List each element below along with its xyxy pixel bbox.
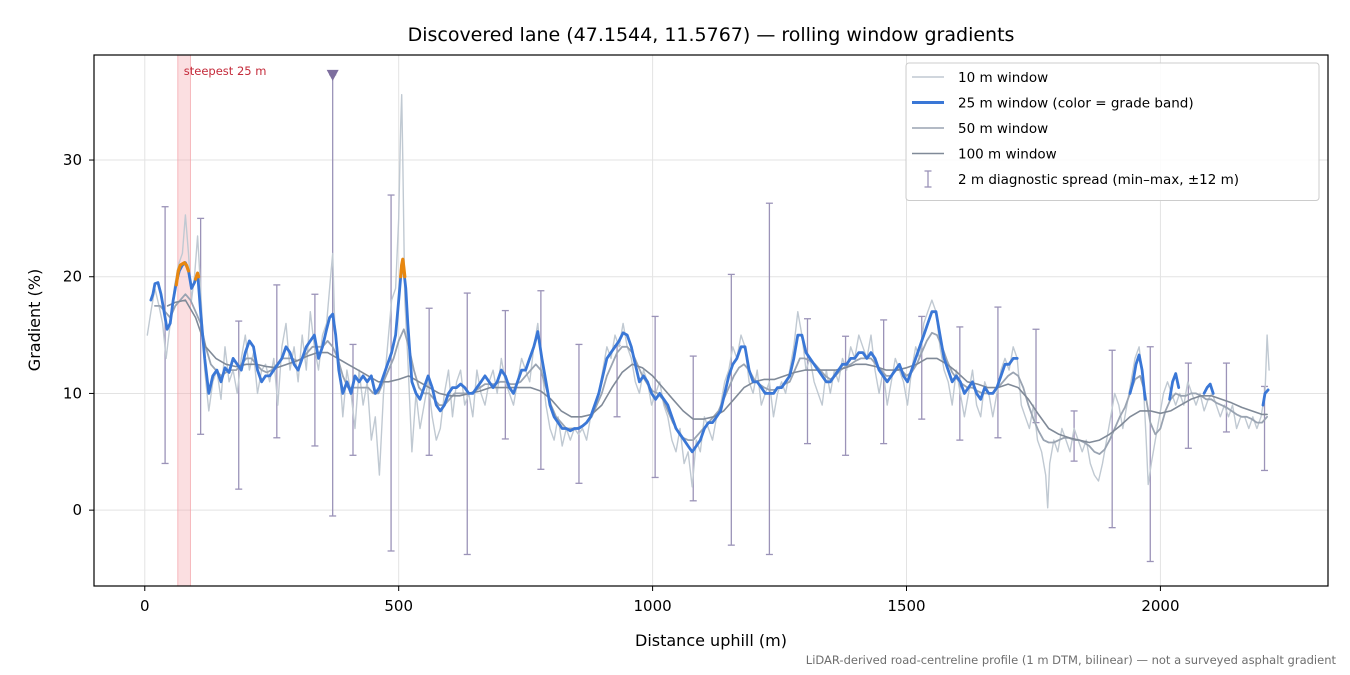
series-25-m-window xyxy=(1261,388,1270,407)
spread-bar xyxy=(235,320,243,490)
legend-item: 25 m window (color = grade band) xyxy=(912,96,1194,112)
legend-label: 2 m diagnostic spread (min–max, ±12 m) xyxy=(958,172,1239,188)
spread-bar xyxy=(575,343,583,484)
x-tick-label: 1000 xyxy=(634,597,672,615)
spread-bar xyxy=(349,343,357,456)
legend-label: 25 m window (color = grade band) xyxy=(958,96,1194,112)
x-tick-label: 0 xyxy=(140,597,150,615)
spread-bar xyxy=(1070,410,1078,462)
highlight-label: steepest 25 m xyxy=(184,64,267,78)
spread-bar xyxy=(727,273,735,546)
grade-band-segment xyxy=(174,261,191,287)
legend-box xyxy=(905,62,1320,201)
steepest-segment-highlight: steepest 25 m xyxy=(177,54,267,587)
legend-item: 100 m window xyxy=(912,147,1057,163)
series-25-m-window xyxy=(1128,353,1147,401)
spread-bar xyxy=(387,194,395,552)
x-tick-label: 2000 xyxy=(1141,597,1179,615)
spread-bar xyxy=(1146,346,1154,563)
spread-bar xyxy=(311,293,319,447)
highlight-band xyxy=(177,54,191,587)
spread-bar xyxy=(537,290,545,470)
legend-item: 50 m window xyxy=(912,121,1048,137)
grade-band-segment xyxy=(194,271,201,281)
spread-bar xyxy=(161,206,169,465)
spread-bar xyxy=(842,335,850,456)
y-tick-label: 20 xyxy=(63,268,82,286)
y-axis-label: Gradient (%) xyxy=(25,269,44,371)
plot-frame xyxy=(93,54,1329,587)
axis-ticks: 0 500 1000 1500 2000 0 10 20 30 xyxy=(63,151,1180,615)
legend-item: 2 m diagnostic spread (min–max, ±12 m) xyxy=(924,170,1239,188)
legend-label: 100 m window xyxy=(958,147,1057,163)
spread-bar xyxy=(918,315,926,420)
series-lines xyxy=(146,94,1270,509)
spread-bar xyxy=(273,284,281,439)
max-marker xyxy=(326,69,339,81)
spread-bar xyxy=(1184,362,1192,449)
series-50-m-window xyxy=(154,293,1268,455)
x-tick-label: 500 xyxy=(384,597,413,615)
spread-bar xyxy=(880,319,888,445)
spread-bar xyxy=(994,306,1002,439)
x-axis-label: Distance uphill (m) xyxy=(635,631,787,650)
chart-title: Discovered lane (47.1544, 11.5767) — rol… xyxy=(408,24,1015,46)
spread-bar xyxy=(1222,362,1230,433)
spread-bar xyxy=(803,318,811,445)
spread-bar xyxy=(1108,349,1116,529)
y-tick-label: 10 xyxy=(63,384,82,402)
y-tick-label: 0 xyxy=(72,501,82,519)
footnote: LiDAR-derived road-centreline profile (1… xyxy=(806,653,1337,667)
grade-band-segment xyxy=(399,257,407,279)
legend-item: 10 m window xyxy=(912,70,1048,86)
legend-label: 10 m window xyxy=(958,70,1048,86)
spread-bar xyxy=(329,74,337,517)
y-tick-label: 30 xyxy=(63,151,82,169)
max-marker-triangle xyxy=(326,69,339,81)
legend-label: 50 m window xyxy=(958,121,1048,137)
series-25-m-window xyxy=(1168,372,1181,401)
series-25-m-window xyxy=(149,261,1019,454)
spread-bar xyxy=(463,292,471,556)
x-tick-label: 1500 xyxy=(887,597,925,615)
series-25-m-window xyxy=(1202,382,1215,395)
legend: 10 m window 25 m window (color = grade ba… xyxy=(905,62,1320,201)
